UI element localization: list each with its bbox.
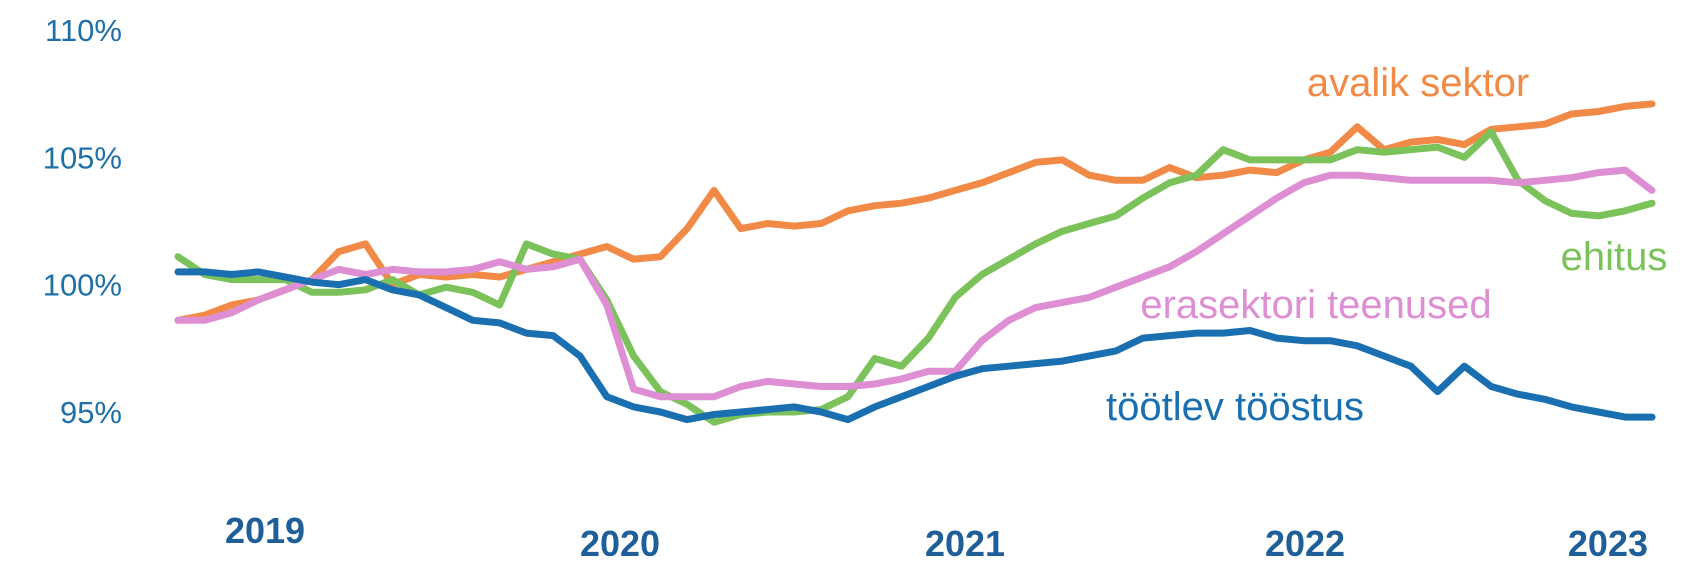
series-line-2 — [174, 166, 1656, 401]
series-lines — [174, 100, 1656, 426]
y-axis: 110% 105% 100% 95% — [43, 13, 122, 430]
x-axis: 2019 2020 2021 2022 2023 — [225, 510, 1648, 564]
series-label-ehitus: ehitus — [1561, 235, 1668, 279]
y-tick-label: 105% — [43, 140, 122, 175]
series-label-avalik-sektor: avalik sektor — [1307, 61, 1529, 105]
y-tick-label: 110% — [45, 13, 122, 48]
x-tick-label: 2022 — [1265, 523, 1345, 564]
series-label-tootlev-toostus: töötlev tööstus — [1106, 385, 1364, 429]
series-labels: avalik sektor ehitus erasektori teenused… — [1106, 61, 1667, 429]
series-line-3 — [174, 268, 1656, 424]
y-tick-label: 95% — [60, 395, 122, 430]
series-label-erasektori-teenused: erasektori teenused — [1140, 283, 1491, 327]
x-tick-label: 2019 — [225, 510, 305, 551]
x-tick-label: 2020 — [580, 523, 660, 564]
y-tick-label: 100% — [43, 268, 122, 303]
x-tick-label: 2021 — [925, 523, 1005, 564]
x-tick-label: 2023 — [1568, 523, 1648, 564]
